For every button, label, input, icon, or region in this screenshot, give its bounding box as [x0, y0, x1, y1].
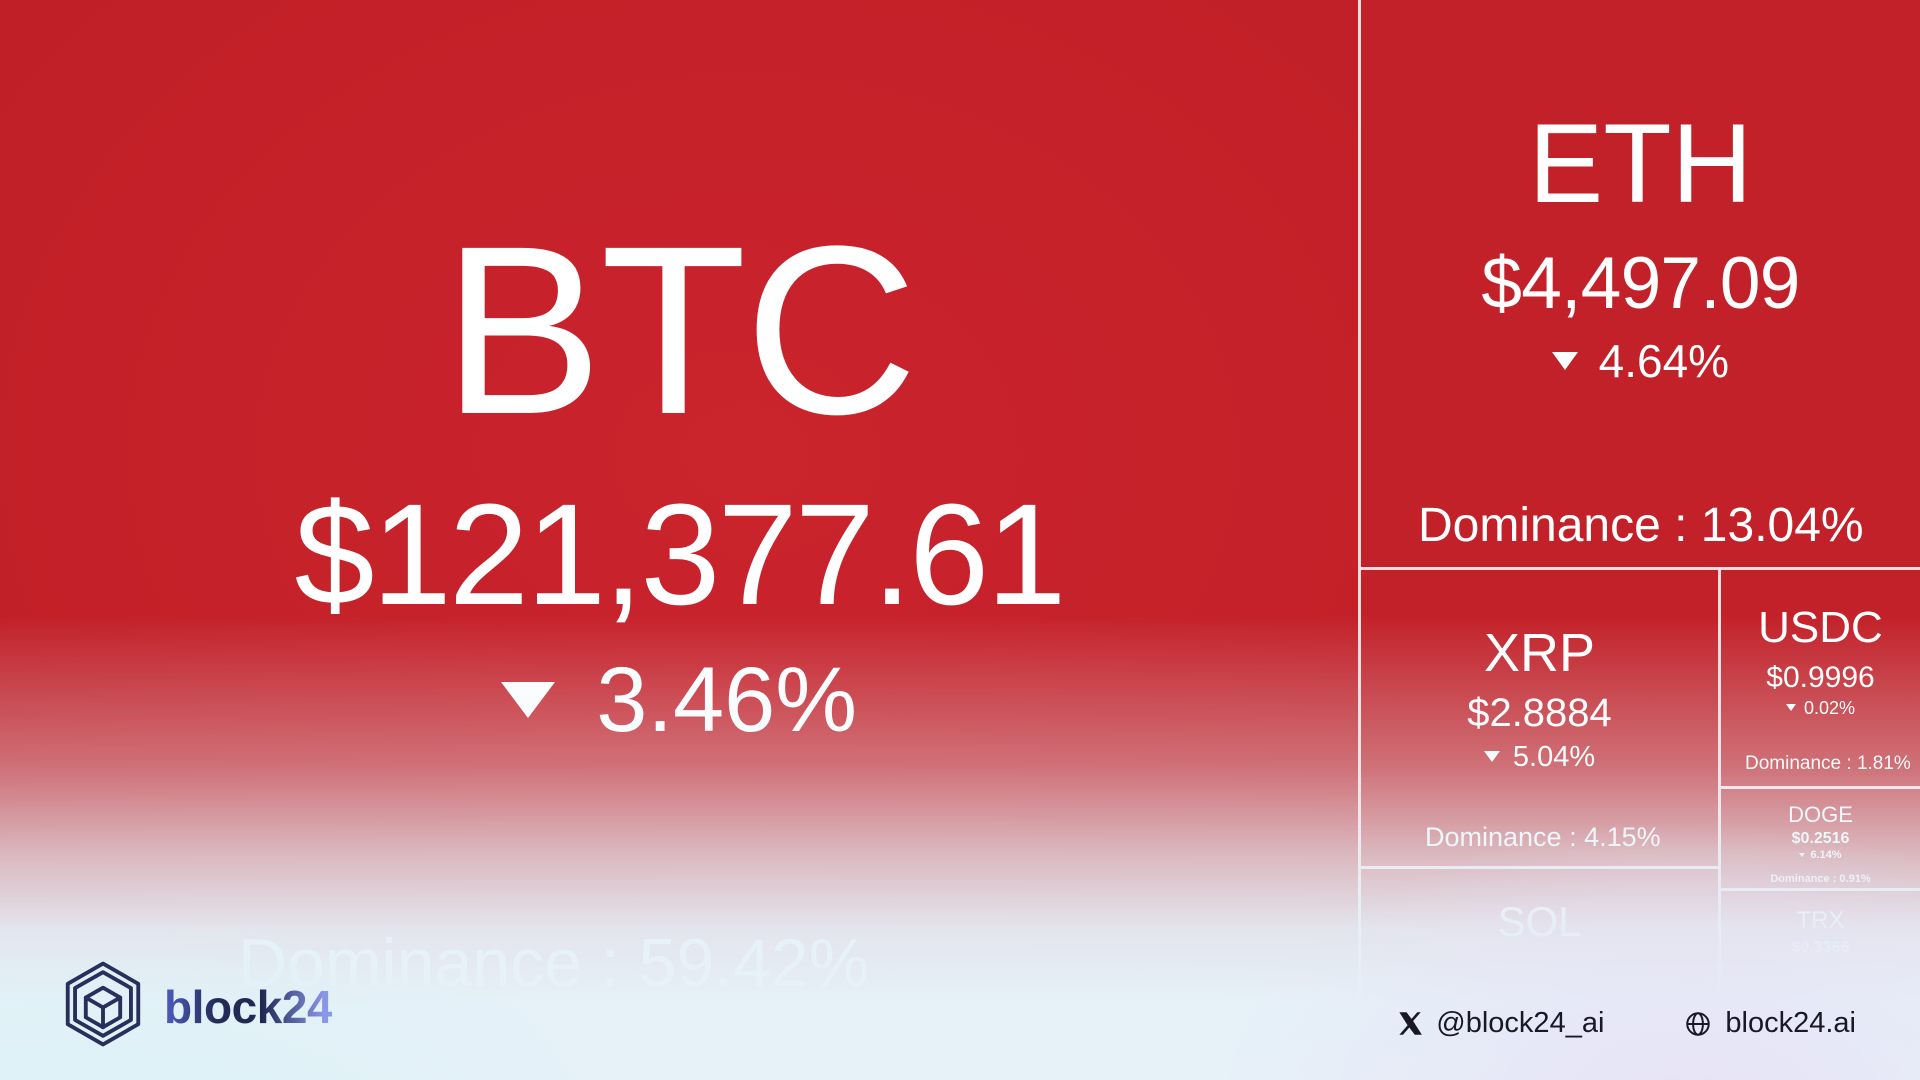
brand-logo: block24 [60, 961, 333, 1052]
sol-symbol: SOL [1497, 898, 1582, 945]
down-arrow-icon [1799, 853, 1806, 857]
eth-symbol: ETH [1528, 100, 1753, 226]
footer-links: @block24_ai block24.ai [1396, 1007, 1856, 1040]
brand-logo-text: block24 [164, 980, 333, 1033]
sol-tile[interactable]: SOL [1361, 869, 1718, 1080]
doge-price: $0.2516 [1791, 830, 1850, 847]
twitter-link[interactable]: @block24_ai [1396, 1007, 1604, 1040]
down-arrow-icon [500, 682, 555, 718]
eth-change-value: 4.64% [1598, 334, 1730, 387]
btc-dominance: Dominance : 59.42% [238, 925, 870, 1001]
website-url: block24.ai [1725, 1007, 1856, 1039]
xrp-price: $2.8884 [1467, 690, 1612, 735]
doge-change: 6.14% [1799, 848, 1842, 862]
doge-symbol: DOGE [1788, 802, 1853, 827]
btc-change-value: 3.46% [596, 649, 858, 751]
btc-change: 3.46% [500, 646, 858, 754]
twitter-handle: @block24_ai [1436, 1007, 1605, 1039]
btc-price: $121,377.61 [294, 474, 1066, 635]
eth-price: $4,497.09 [1481, 242, 1800, 324]
xrp-tile[interactable]: XRP $2.8884 5.04% Dominance : 4.15% [1361, 570, 1718, 869]
doge-tile[interactable]: DOGE $0.2516 6.14% Dominance : 0.91% [1721, 789, 1920, 891]
website-link[interactable]: block24.ai [1684, 1007, 1856, 1040]
block24-cube-logo-icon [60, 961, 146, 1052]
xrp-symbol: XRP [1483, 622, 1596, 683]
right-panel: ETH $4,497.09 4.64% Dominance : 13.04% X… [1358, 0, 1920, 1080]
doge-change-value: 6.14% [1810, 849, 1842, 861]
btc-symbol: BTC [442, 196, 918, 464]
down-arrow-icon [1483, 751, 1500, 762]
down-arrow-icon [1551, 351, 1578, 370]
trx-tile[interactable]: TRX $0.3366 [1721, 891, 1920, 1080]
eth-dominance: Dominance : 13.04% [1418, 499, 1864, 552]
btc-tile[interactable]: BTC $121,377.61 3.46% Dominance : 59.42% [0, 0, 1358, 1080]
xrp-sol-column: XRP $2.8884 5.04% Dominance : 4.15% SOL [1361, 570, 1721, 1080]
usdc-dominance: Dominance : 1.81% [1745, 753, 1911, 774]
xrp-change-value: 5.04% [1512, 740, 1596, 773]
x-twitter-icon [1396, 1010, 1423, 1037]
xrp-change: 5.04% [1483, 739, 1596, 775]
eth-change: 4.64% [1551, 333, 1730, 389]
usdc-price: $0.9996 [1766, 660, 1875, 694]
right-panel-lower-row: XRP $2.8884 5.04% Dominance : 4.15% SOL … [1361, 570, 1920, 1080]
eth-tile[interactable]: ETH $4,497.09 4.64% Dominance : 13.04% [1361, 0, 1920, 570]
usdc-tile[interactable]: USDC $0.9996 0.02% Dominance : 1.81% [1721, 570, 1920, 789]
xrp-dominance: Dominance : 4.15% [1425, 822, 1661, 852]
down-arrow-icon [1785, 704, 1796, 711]
trx-price: $0.3366 [1791, 939, 1850, 956]
usdc-change-value: 0.02% [1804, 697, 1856, 718]
trx-symbol: TRX [1796, 907, 1845, 934]
usdc-change: 0.02% [1785, 696, 1856, 720]
globe-icon [1684, 1010, 1712, 1038]
usdc-symbol: USDC [1758, 602, 1883, 652]
usdc-doge-trx-column: USDC $0.9996 0.02% Dominance : 1.81% DOG… [1721, 570, 1920, 1080]
doge-dominance: Dominance : 0.91% [1770, 873, 1871, 885]
